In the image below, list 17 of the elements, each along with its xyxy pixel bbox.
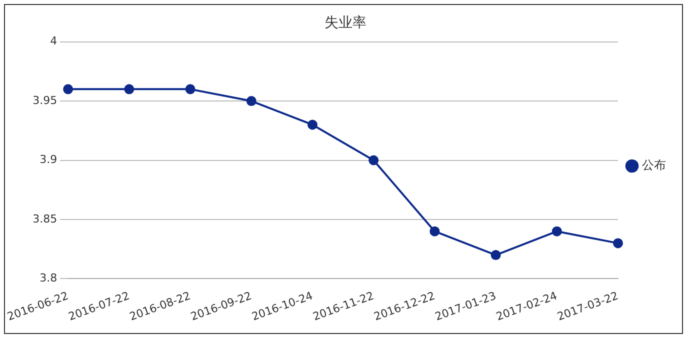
point <box>552 226 562 236</box>
point <box>185 84 196 94</box>
point <box>63 84 74 94</box>
y-tick-label: 3.8 <box>40 272 58 285</box>
point <box>124 84 134 94</box>
point <box>490 250 501 260</box>
y-tick-label: 3.85 <box>32 212 58 226</box>
y-tick-label: 3.95 <box>32 94 58 107</box>
point <box>368 155 379 166</box>
y-tick-label: 4 <box>50 34 58 48</box>
point <box>246 96 256 106</box>
point <box>430 226 440 236</box>
y-tick-label: 3.9 <box>40 153 58 166</box>
chart-title: 失业率 <box>324 15 366 32</box>
point <box>613 238 623 248</box>
legend-label: 公布 <box>642 158 666 172</box>
point <box>307 120 318 130</box>
